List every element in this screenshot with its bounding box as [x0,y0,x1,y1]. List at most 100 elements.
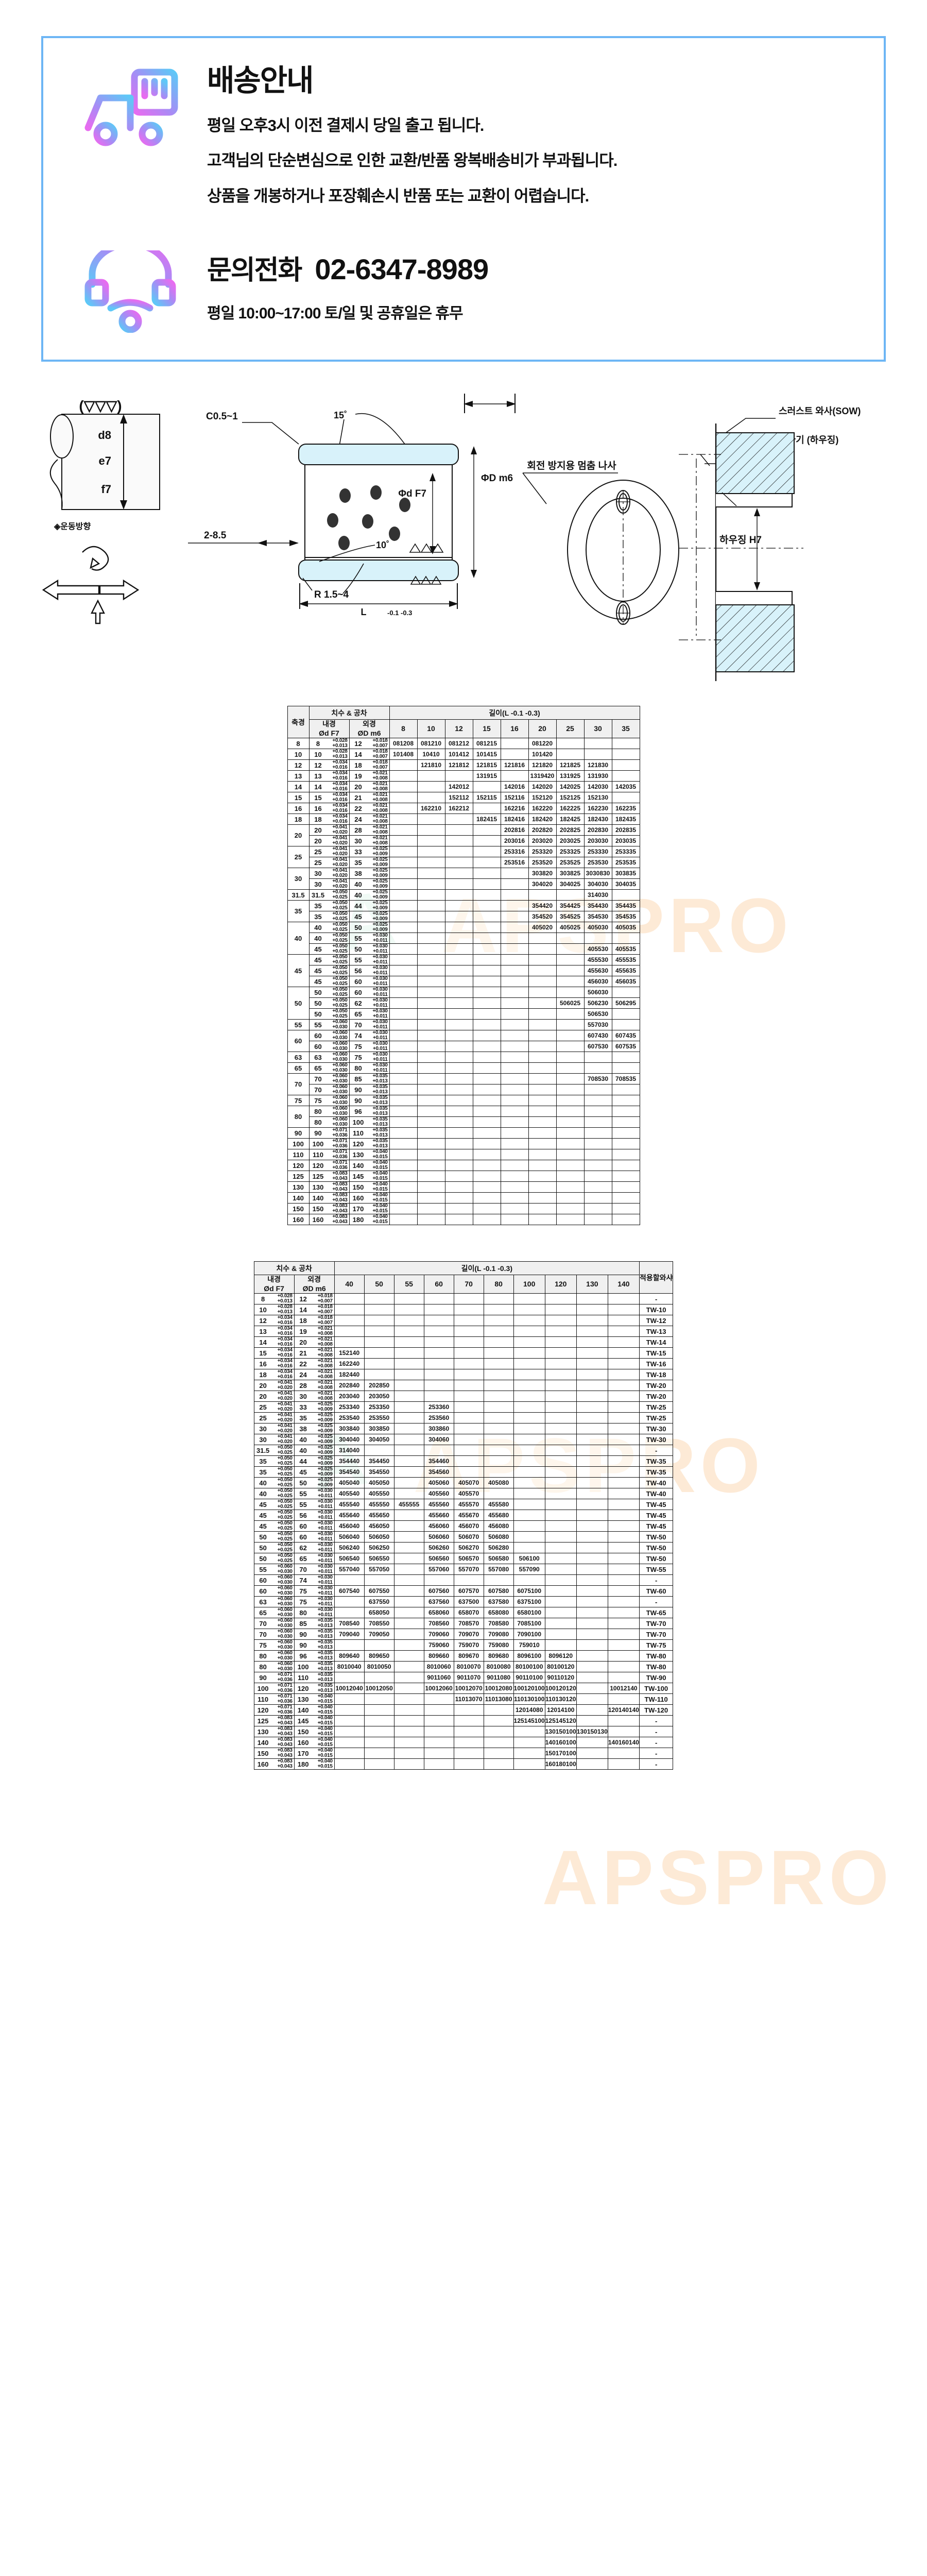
cell-inner-dia: 30 +0.041 +0.020 [308,868,350,879]
cell-inner-dia-tolerance: +0.071 +0.036 [332,1149,348,1160]
table-row: 60 +0.060 +0.030 75 +0.030 +0.011 607530 607535 [287,1041,640,1053]
cell-outer-dia-tolerance: +0.040 +0.015 [372,1160,388,1171]
cell-part-code [393,1510,424,1521]
cell-inner-dia-tolerance: +0.050 +0.025 [277,1499,293,1510]
cell-part-code [513,1499,545,1511]
cell-part-code [417,1192,445,1204]
cell-inner-dia-nominal: 50 [259,1554,267,1563]
cell-part-code: 303825 [556,868,585,879]
table-row: 80 80 +0.060 +0.030 96 +0.035 +0.013 [287,1106,640,1128]
cell-part-code [556,987,585,998]
cell-part-code [607,1693,640,1705]
cell-outer-dia-tolerance: +0.040 +0.015 [372,1171,388,1182]
cell-outer-dia-nominal: 60 [299,1533,307,1541]
cell-outer-dia-nominal: 33 [299,1403,307,1411]
cell-part-code: 557090 [513,1564,545,1575]
cell-inner-dia: 20 +0.041 +0.020 [308,835,350,847]
cell-part-code [393,1520,424,1532]
cell-part-code [444,1138,473,1150]
cell-part-code [389,770,418,782]
cell-outer-dia-nominal: 38 [299,1425,307,1433]
cell-part-code: 081210 [417,738,445,750]
cell-part-code [556,1149,585,1161]
cell-part-code: 253516 [500,857,529,869]
table-row: 14 14 +0.034 +0.016 20 +0.021 +0.008 142012 1420… [287,781,640,793]
cell-part-code [393,1650,424,1662]
cell-outer-dia-tolerance: +0.025 +0.009 [372,857,388,868]
cell-part-code [607,1369,640,1381]
table-row: 45 +0.050 +0.025 56 +0.030 +0.011 455630 455635 [287,965,640,977]
cell-outer-dia: 100 +0.035 +0.013 [294,1661,335,1673]
cell-part-code [607,1639,640,1651]
cell-part-code [444,814,473,825]
cell-inner-dia: 13 +0.034 +0.016 [253,1326,295,1337]
cell-part-code [528,889,557,901]
cell-inner-dia-nominal: 80 [314,1107,322,1115]
cell-outer-dia: 33 +0.025 +0.009 [349,846,390,858]
cell-part-code [444,943,473,955]
cell-inner-dia-tolerance: +0.071 +0.036 [277,1704,293,1716]
cell-outer-dia-nominal: 110 [353,1129,364,1137]
cell-part-code: 11013080 [483,1693,514,1705]
th-length-55: 55 [393,1275,424,1294]
cell-part-code [393,1531,424,1543]
cell-part-code [444,1062,473,1074]
cell-inner-dia: 15 +0.034 +0.016 [253,1347,295,1359]
table-row: 100 +0.071 +0.036 120 +0.035 +0.013 10012040 10… [253,1683,674,1694]
cell-part-code [483,1434,514,1446]
table-row: 90 +0.071 +0.036 110 +0.035 +0.013 9011060 9011… [253,1672,674,1684]
table-row: 30 +0.041 +0.020 40 +0.025 +0.009 304040 304050… [253,1434,674,1446]
cell-part-code [472,781,501,793]
cell-inner-dia: 10 +0.028 +0.013 [308,749,350,760]
cell-outer-dia: 33 +0.025 +0.009 [294,1401,335,1413]
cell-inner-dia-nominal: 80 [259,1652,267,1660]
wall-thickness-label: 2-8.5 [204,530,227,541]
cell-outer-dia-nominal: 75 [299,1587,307,1595]
table-row: 100 100 +0.071 +0.036 120 +0.035 +0.013 [287,1138,640,1150]
cell-part-code [334,1293,365,1305]
cell-washer: TW-55 [639,1564,674,1575]
cell-inner-dia: 130 +0.083 +0.043 [308,1181,350,1193]
cell-part-code [576,1369,608,1381]
cell-part-code: 162230 [583,803,612,815]
cell-inner-dia-tolerance: +0.083 +0.043 [332,1214,348,1225]
cell-part-code: 405535 [611,943,640,955]
cell-part-code [611,1106,640,1117]
cell-part-code [500,770,529,782]
cell-part-code [389,846,418,858]
cell-part-code [583,1214,612,1226]
cell-part-code: 253560 [423,1412,454,1424]
cell-inner-dia-tolerance: +0.060 +0.030 [277,1650,293,1662]
cell-part-code: 506280 [483,1542,514,1554]
cell-part-code: 506550 [364,1553,394,1565]
cell-part-code: 202820 [528,824,557,836]
cell-inner-dia: 80 +0.060 +0.030 [308,1106,350,1117]
cell-part-code: 506025 [556,997,585,1009]
cell-part-code [472,1171,501,1182]
cell-part-code: 456040 [334,1520,365,1532]
cell-part-code [607,1629,640,1640]
cell-washer: TW-40 [639,1488,674,1500]
cell-part-code: 607560 [423,1585,454,1597]
cell-part-code: 121825 [556,759,585,771]
cell-inner-dia: 125 +0.083 +0.043 [253,1715,295,1727]
cell-outer-dia: 30 +0.021 +0.008 [349,835,390,847]
cell-washer: TW-50 [639,1531,674,1543]
table-row: 14 +0.034 +0.016 20 +0.021 +0.008 TW-14 [253,1336,674,1348]
cell-part-code [611,933,640,944]
cell-outer-dia: 60 +0.030 +0.011 [294,1531,335,1543]
cell-part-code: 354525 [556,911,585,923]
cell-outer-dia: 55 +0.030 +0.011 [294,1499,335,1511]
cell-part-code: 253360 [423,1401,454,1413]
cell-part-code [556,1030,585,1042]
cell-part-code [528,1138,557,1150]
cell-part-code [513,1380,545,1392]
cell-part-code [472,1019,501,1031]
cell-outer-dia-nominal: 96 [354,1107,362,1115]
cell-outer-dia: 38 +0.025 +0.009 [349,868,390,879]
cell-part-code [417,1203,445,1215]
cell-part-code: 354520 [528,911,557,923]
cell-part-code [472,846,501,858]
cell-inner-dia-nominal: 30 [314,880,322,888]
cell-part-code [483,1369,514,1381]
